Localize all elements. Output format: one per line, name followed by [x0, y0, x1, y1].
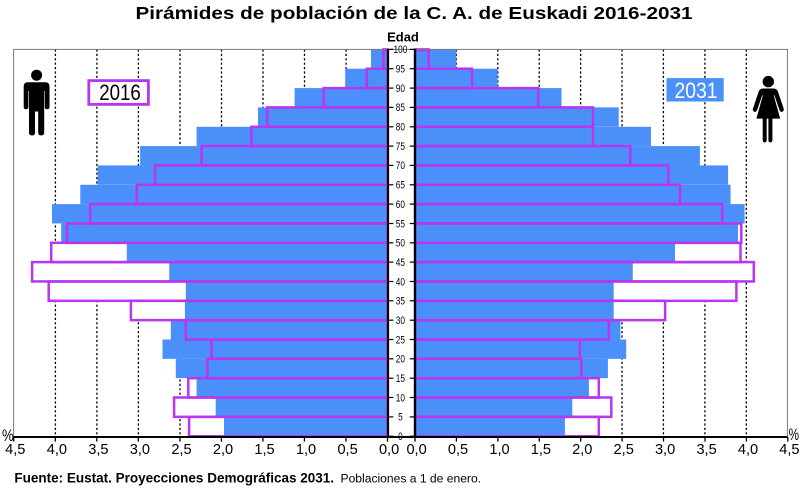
svg-text:3,0: 3,0: [130, 442, 150, 458]
svg-text:2031: 2031: [675, 78, 718, 103]
svg-text:100: 100: [394, 44, 408, 56]
svg-text:3,0: 3,0: [655, 442, 675, 458]
svg-text:1,5: 1,5: [254, 442, 274, 458]
svg-text:Fuente: Eustat. Proyecciones D: Fuente: Eustat. Proyecciones Demográfica…: [14, 471, 481, 486]
svg-text:15: 15: [396, 373, 405, 385]
svg-text:85: 85: [396, 102, 405, 114]
svg-text:4,5: 4,5: [5, 442, 25, 458]
svg-text:60: 60: [396, 199, 405, 211]
svg-text:95: 95: [396, 64, 405, 76]
svg-text:2,0: 2,0: [213, 442, 233, 458]
svg-text:0,5: 0,5: [448, 442, 468, 458]
svg-text:55: 55: [396, 218, 405, 230]
svg-text:65: 65: [396, 180, 405, 192]
svg-text:4,5: 4,5: [779, 442, 799, 458]
svg-text:2016: 2016: [99, 80, 141, 105]
svg-text:45: 45: [396, 257, 405, 269]
svg-text:30: 30: [396, 315, 405, 327]
svg-text:0,0: 0,0: [406, 442, 426, 458]
svg-text:0,0: 0,0: [379, 442, 399, 458]
svg-text:50: 50: [396, 238, 405, 250]
svg-text:0,5: 0,5: [337, 442, 357, 458]
svg-text:4,0: 4,0: [47, 442, 67, 458]
svg-text:25: 25: [396, 334, 405, 346]
svg-text:1,5: 1,5: [531, 442, 551, 458]
svg-text:4,0: 4,0: [738, 442, 758, 458]
svg-text:Edad: Edad: [387, 29, 419, 44]
svg-text:5: 5: [398, 412, 403, 424]
svg-text:70: 70: [396, 160, 405, 172]
svg-text:80: 80: [396, 122, 405, 134]
svg-text:90: 90: [396, 83, 405, 95]
svg-text:1,0: 1,0: [489, 442, 509, 458]
svg-text:Pirámides de población de la C: Pirámides de población de la C. A. de Eu…: [136, 3, 693, 23]
svg-text:75: 75: [396, 141, 405, 153]
svg-text:2,0: 2,0: [572, 442, 592, 458]
svg-text:3,5: 3,5: [88, 442, 108, 458]
svg-text:3,5: 3,5: [696, 442, 716, 458]
svg-text:2,5: 2,5: [171, 442, 191, 458]
svg-text:40: 40: [396, 276, 405, 288]
svg-text:10: 10: [396, 392, 405, 404]
svg-text:%: %: [2, 426, 14, 445]
svg-text:35: 35: [396, 296, 405, 308]
svg-text:1,0: 1,0: [296, 442, 316, 458]
svg-text:20: 20: [396, 354, 405, 366]
svg-text:%: %: [789, 425, 799, 444]
svg-text:2,5: 2,5: [614, 442, 634, 458]
